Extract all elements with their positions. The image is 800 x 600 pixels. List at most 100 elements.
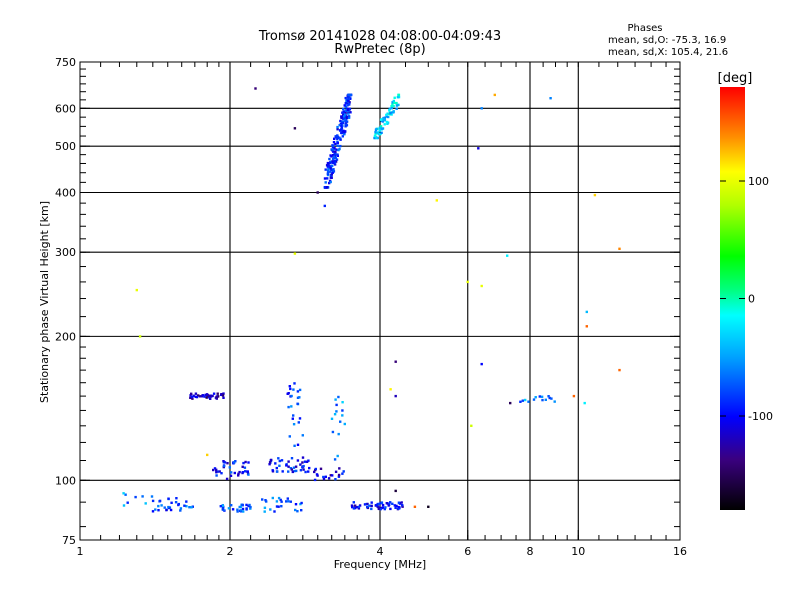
data-point bbox=[254, 87, 257, 90]
data-point bbox=[366, 502, 369, 506]
data-point bbox=[307, 470, 310, 473]
data-point bbox=[292, 423, 296, 426]
data-point bbox=[338, 129, 342, 132]
data-point bbox=[177, 502, 180, 506]
data-point bbox=[335, 148, 338, 151]
data-point bbox=[340, 124, 343, 128]
data-point bbox=[302, 468, 305, 471]
data-point bbox=[314, 467, 317, 471]
legend-line-o: mean, sd,O: -75.3, 16.9 bbox=[608, 35, 726, 46]
data-point bbox=[273, 510, 276, 513]
data-point bbox=[151, 499, 155, 503]
data-point bbox=[244, 460, 247, 464]
x-tick-label: 6 bbox=[464, 545, 471, 558]
data-point bbox=[289, 500, 292, 503]
data-point bbox=[506, 254, 509, 257]
data-point bbox=[298, 417, 302, 420]
data-point bbox=[395, 104, 399, 107]
data-point bbox=[397, 501, 401, 504]
data-point bbox=[274, 462, 277, 465]
data-point bbox=[326, 169, 330, 172]
data-point bbox=[231, 508, 235, 511]
x-tick-label: 4 bbox=[377, 545, 384, 558]
data-point bbox=[305, 460, 309, 463]
data-point bbox=[413, 505, 417, 508]
data-point bbox=[263, 506, 267, 509]
data-point bbox=[390, 105, 393, 108]
data-point bbox=[334, 160, 338, 163]
data-point bbox=[301, 456, 305, 459]
data-point bbox=[268, 463, 271, 466]
data-point bbox=[222, 464, 226, 468]
data-point bbox=[344, 96, 347, 100]
data-point bbox=[328, 157, 331, 161]
data-point bbox=[212, 468, 215, 472]
data-point bbox=[293, 444, 296, 447]
data-point bbox=[532, 398, 536, 401]
data-point bbox=[343, 133, 346, 136]
data-point bbox=[328, 164, 331, 168]
data-point bbox=[239, 509, 243, 512]
data-point bbox=[346, 99, 350, 102]
data-point bbox=[339, 119, 342, 123]
data-point bbox=[297, 421, 300, 424]
data-point bbox=[376, 131, 379, 134]
data-point bbox=[326, 177, 329, 180]
data-point bbox=[392, 99, 395, 103]
data-point bbox=[343, 422, 346, 426]
data-point bbox=[357, 507, 361, 510]
data-point bbox=[347, 102, 351, 106]
colorbar-tick-label: 100 bbox=[748, 175, 769, 188]
data-point bbox=[330, 165, 333, 168]
data-point bbox=[222, 392, 225, 395]
data-point bbox=[355, 506, 358, 509]
data-point bbox=[215, 471, 218, 474]
data-point bbox=[213, 467, 217, 470]
data-point bbox=[322, 477, 326, 481]
data-point bbox=[292, 388, 295, 391]
data-point bbox=[324, 181, 327, 184]
data-point bbox=[377, 507, 380, 510]
data-point bbox=[389, 112, 392, 115]
data-point bbox=[344, 112, 347, 115]
data-point bbox=[572, 394, 576, 398]
data-point bbox=[278, 464, 281, 467]
data-point bbox=[308, 466, 311, 470]
data-point bbox=[348, 93, 351, 97]
data-point bbox=[527, 400, 530, 403]
data-point bbox=[393, 101, 396, 105]
data-point bbox=[270, 458, 273, 462]
data-point bbox=[389, 501, 392, 504]
data-point bbox=[296, 510, 299, 513]
data-point bbox=[397, 507, 400, 510]
data-point bbox=[348, 107, 352, 110]
data-point bbox=[388, 109, 391, 112]
data-point bbox=[271, 469, 274, 472]
data-point bbox=[393, 504, 396, 507]
data-point bbox=[336, 153, 339, 156]
data-point bbox=[215, 468, 218, 471]
data-point bbox=[191, 395, 194, 399]
data-point bbox=[333, 160, 336, 163]
data-point bbox=[290, 468, 293, 471]
data-point bbox=[336, 125, 339, 129]
data-point bbox=[330, 168, 333, 171]
data-point bbox=[221, 507, 225, 510]
data-point bbox=[352, 507, 356, 510]
data-point bbox=[154, 508, 157, 511]
data-point bbox=[289, 387, 292, 391]
data-point bbox=[298, 396, 301, 399]
data-point bbox=[509, 401, 512, 405]
data-point bbox=[329, 180, 332, 184]
data-point bbox=[157, 509, 160, 512]
data-point bbox=[368, 504, 371, 507]
data-point bbox=[341, 135, 344, 138]
colorbar-tick-label: -100 bbox=[748, 410, 773, 423]
data-point bbox=[296, 459, 300, 462]
data-point bbox=[303, 460, 307, 463]
data-point bbox=[337, 475, 341, 478]
data-point bbox=[343, 104, 346, 107]
data-point bbox=[157, 504, 160, 508]
data-point bbox=[333, 413, 337, 416]
data-point bbox=[191, 397, 194, 400]
